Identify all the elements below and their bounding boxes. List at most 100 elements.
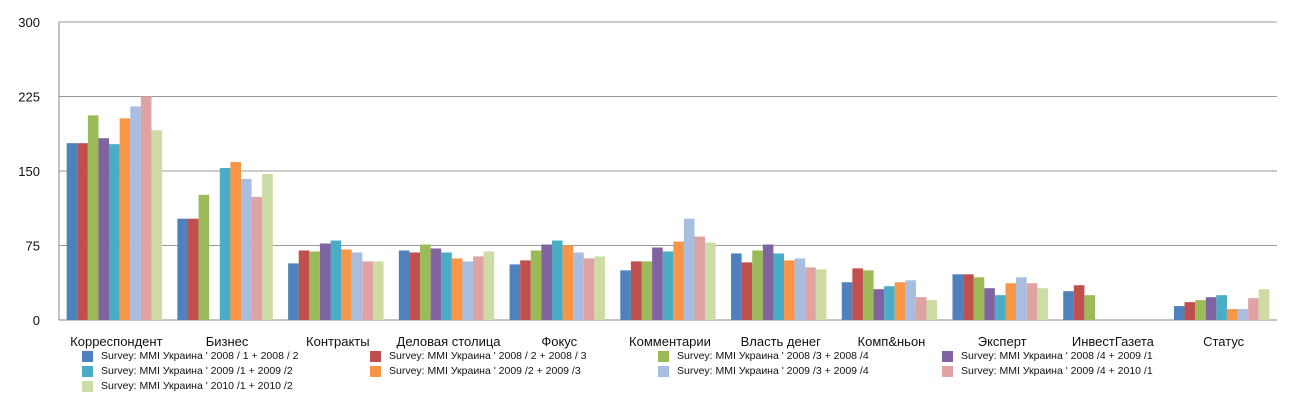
bar (409, 252, 421, 320)
x-tick-label: Комп&ньон (858, 334, 926, 349)
bar (109, 144, 120, 320)
x-tick-label: Фокус (541, 334, 577, 349)
legend-item: Survey: MMI Украина ' 2009 /4 + 2010 /1 (942, 364, 1153, 378)
x-tick-label: Эксперт (978, 334, 1027, 349)
bar (683, 218, 695, 320)
bar (641, 261, 653, 320)
bar (852, 268, 863, 320)
bar (752, 250, 763, 320)
legend-item: Survey: MMI Украина ' 2008 /4 + 2009 /1 (942, 349, 1153, 363)
x-tick-label: ИнвестГазета (1072, 334, 1155, 349)
bar (1205, 297, 1217, 320)
bar (1084, 295, 1096, 320)
legend-swatch (370, 350, 381, 362)
bar (815, 269, 827, 320)
bar (140, 96, 152, 320)
y-tick-label: 0 (33, 313, 40, 328)
legend-label: Survey: MMI Украина ' 2009 /4 + 2010 /1 (961, 365, 1153, 377)
bar (1173, 306, 1185, 320)
legend-label: Survey: MMI Украина ' 2009 /3 + 2009 /4 (677, 365, 869, 377)
bar (430, 248, 442, 320)
bar (341, 249, 352, 320)
bar (541, 244, 552, 320)
legend-swatch (658, 350, 669, 362)
bar (694, 236, 706, 320)
bar (483, 251, 495, 320)
bar (372, 261, 384, 320)
legend-swatch (82, 350, 93, 362)
bar (573, 252, 584, 320)
bar (530, 250, 542, 320)
bar (240, 178, 252, 320)
bar (1016, 277, 1027, 320)
legend-swatch (942, 350, 953, 362)
bar (298, 250, 310, 320)
bar (963, 274, 974, 320)
x-tick-label: Деловая столица (397, 334, 502, 349)
legend-label: Survey: MMI Украина ' 2008 / 2 + 2008 / … (389, 350, 587, 362)
x-tick-label: Бизнес (206, 334, 249, 349)
bar (520, 260, 531, 320)
legend-item: Survey: MMI Украина ' 2008 / 1 + 2008 / … (82, 349, 299, 363)
bar (420, 244, 431, 320)
bar (473, 256, 484, 320)
bar (1005, 283, 1017, 320)
y-tick-label: 150 (18, 164, 40, 179)
bar (187, 218, 199, 320)
bar (705, 242, 716, 320)
bar (262, 173, 273, 320)
bar (894, 282, 906, 320)
bar (330, 240, 342, 320)
bar (1226, 309, 1238, 320)
bar (551, 240, 563, 320)
bar (673, 241, 684, 320)
legend-label: Survey: MMI Украина ' 2010 /1 + 2010 /2 (101, 380, 293, 392)
bar (762, 244, 774, 320)
bar (1184, 302, 1196, 320)
bar (1026, 283, 1038, 320)
bar (884, 286, 895, 320)
bar (230, 162, 241, 320)
bar (784, 260, 795, 320)
legend-label: Survey: MMI Украина ' 2009 /2 + 2009 /3 (389, 365, 581, 377)
bar (873, 289, 885, 320)
bar (841, 282, 853, 320)
bar (1248, 298, 1259, 320)
legend-swatch (658, 365, 669, 377)
bar (926, 300, 938, 320)
bar (952, 274, 964, 320)
bar (98, 138, 110, 320)
bar (1216, 295, 1227, 320)
legend-swatch (82, 380, 93, 392)
legend-swatch (942, 365, 953, 377)
bar (219, 168, 231, 320)
x-tick-label: Власть денег (741, 334, 822, 349)
legend-item: Survey: MMI Украина ' 2008 / 2 + 2008 / … (370, 349, 587, 363)
bar (562, 245, 574, 320)
bar (973, 277, 985, 320)
bar (630, 261, 642, 320)
bar (462, 261, 474, 320)
bar (662, 251, 674, 320)
bar (594, 256, 605, 320)
legend-item: Survey: MMI Украина ' 2009 /1 + 2009 /2 (82, 364, 293, 378)
bar (583, 258, 595, 320)
bar (309, 251, 320, 320)
bar (77, 143, 88, 320)
legend-swatch (370, 365, 381, 377)
bar (620, 270, 631, 320)
bar (130, 106, 141, 320)
legend-item: Survey: MMI Украина ' 2008 /3 + 2008 /4 (658, 349, 869, 363)
bar (351, 252, 363, 320)
bar (398, 250, 410, 320)
bar (87, 115, 99, 320)
bar (1073, 285, 1085, 320)
legend-label: Survey: MMI Украина ' 2008 / 1 + 2008 / … (101, 350, 299, 362)
x-tick-label: Контракты (306, 334, 370, 349)
bar (1063, 291, 1074, 320)
bar (198, 194, 210, 320)
bar (251, 196, 263, 320)
bar (862, 270, 874, 320)
x-tick-label: Корреспондент (70, 334, 162, 349)
bar (119, 118, 131, 320)
